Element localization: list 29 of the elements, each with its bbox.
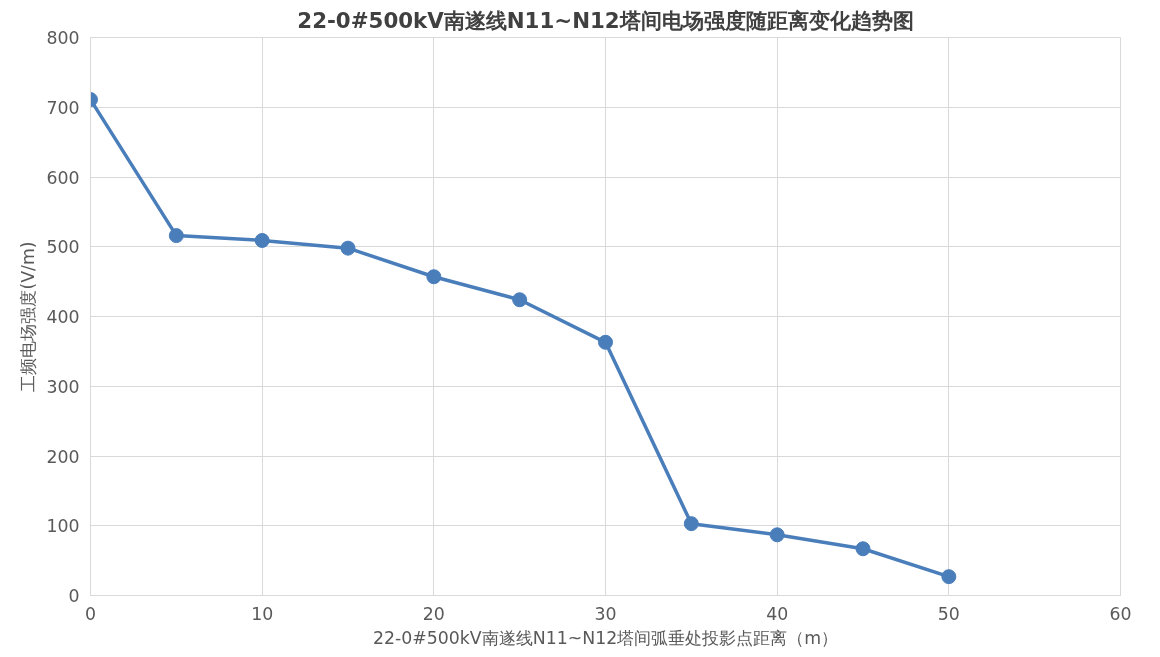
point xyxy=(512,292,528,308)
y-tick-label: 500 xyxy=(46,237,80,258)
x-tick-label: 60 xyxy=(1109,603,1132,624)
point xyxy=(340,240,356,256)
point xyxy=(683,516,699,532)
x-tick-label: 20 xyxy=(422,603,445,624)
y-tick-label: 800 xyxy=(46,28,80,48)
point xyxy=(168,228,184,244)
y-tick-label: 0 xyxy=(68,586,80,606)
y-tick-label: 300 xyxy=(46,376,80,397)
y-tick-label: 100 xyxy=(46,516,80,537)
x-tick-label: 0 xyxy=(84,603,97,624)
y-tick-label: 700 xyxy=(46,97,80,118)
point xyxy=(769,527,785,543)
y-tick-label: 200 xyxy=(46,446,80,467)
point xyxy=(855,541,871,557)
x-tick-label: 10 xyxy=(251,603,274,624)
y-tick-label: 400 xyxy=(46,307,80,327)
chart-title: 22-0#500kV南遂线N11~N12塔间电场强度随距离变化趋势图 xyxy=(297,7,914,33)
x-tick-label: 50 xyxy=(937,603,960,624)
point xyxy=(254,232,270,248)
point xyxy=(941,569,957,585)
x-axis-title: 22-0#500kV南遂线N11~N12塔间弧垂处投影点距离（m） xyxy=(372,627,839,648)
point xyxy=(426,269,442,285)
x-tick-label: 40 xyxy=(766,603,789,624)
y-axis-title: 工频电场强度(V/m) xyxy=(18,241,39,392)
x-tick-label: 30 xyxy=(594,603,617,624)
point xyxy=(598,334,613,350)
y-tick-label: 600 xyxy=(46,167,80,188)
